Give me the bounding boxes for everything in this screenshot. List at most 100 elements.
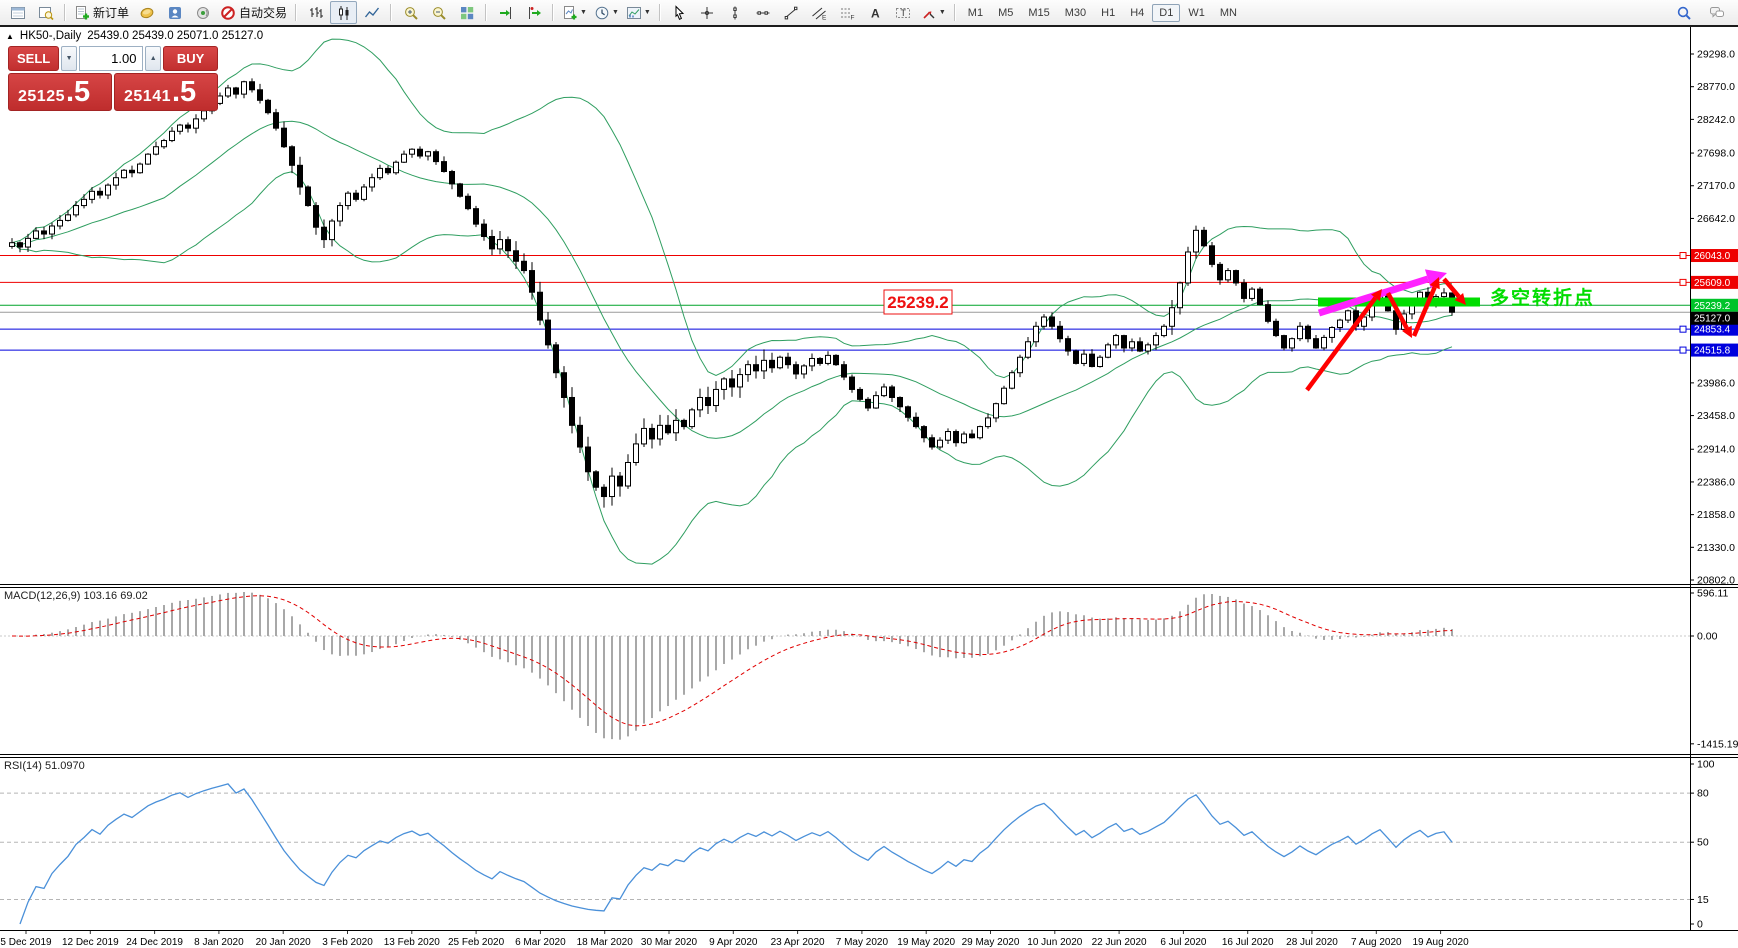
ohlc-values: 25439.0 25439.0 25071.0 25127.0 bbox=[87, 30, 264, 42]
data-window-button[interactable] bbox=[32, 1, 59, 24]
buy-price: 25141 bbox=[124, 88, 171, 105]
svg-text:10 Jun 2020: 10 Jun 2020 bbox=[1027, 937, 1082, 948]
svg-text:30 Mar 2020: 30 Mar 2020 bbox=[641, 937, 698, 948]
signals-button[interactable] bbox=[189, 1, 216, 24]
svg-text:28242.0: 28242.0 bbox=[1697, 114, 1735, 126]
arrows-button[interactable]: ▼ bbox=[918, 1, 949, 24]
auto-scroll-button[interactable] bbox=[492, 1, 519, 24]
symbol-period-label: HK50-,Daily bbox=[19, 30, 82, 42]
buy-button[interactable]: BUY bbox=[163, 46, 218, 71]
svg-text:多空转折点: 多空转折点 bbox=[1490, 286, 1595, 309]
new-order-button[interactable]: 新订单 bbox=[71, 1, 132, 24]
toolbar-separator bbox=[390, 4, 393, 21]
svg-text:9 Apr 2020: 9 Apr 2020 bbox=[709, 937, 758, 948]
cursor-button[interactable] bbox=[666, 1, 693, 24]
search-icon bbox=[1677, 6, 1691, 20]
templates-button[interactable]: ▼ bbox=[623, 1, 654, 24]
timeframe-mn-button[interactable]: MN bbox=[1219, 6, 1237, 19]
chart-title: ▲ HK50-,Daily 25439.0 25439.0 25071.0 25… bbox=[6, 30, 263, 42]
svg-text:25239.2: 25239.2 bbox=[887, 293, 948, 312]
toolbar-right bbox=[1670, 1, 1734, 24]
timeframe-h1-button[interactable]: H1 bbox=[1101, 6, 1116, 19]
sell-button[interactable]: SELL bbox=[8, 46, 60, 71]
svg-text:23458.0: 23458.0 bbox=[1697, 410, 1735, 422]
periods-clock-icon bbox=[595, 6, 609, 19]
sell-price-panel[interactable]: 25125 .5 bbox=[8, 73, 112, 111]
market-watch-button[interactable] bbox=[161, 1, 188, 24]
svg-text:596.11: 596.11 bbox=[1697, 588, 1728, 600]
chart-shift-button[interactable] bbox=[520, 1, 547, 24]
crosshair-button[interactable] bbox=[694, 1, 721, 24]
quotes-gold-button[interactable] bbox=[133, 1, 160, 24]
timeframe-m15-button[interactable]: M15 bbox=[1028, 6, 1050, 19]
svg-text:29 May 2020: 29 May 2020 bbox=[962, 937, 1020, 948]
svg-text:22 Jun 2020: 22 Jun 2020 bbox=[1092, 937, 1147, 948]
volume-input[interactable]: 1.00 bbox=[78, 46, 144, 71]
svg-text:25609.0: 25609.0 bbox=[1694, 278, 1731, 289]
svg-text:29298.0: 29298.0 bbox=[1697, 49, 1735, 61]
svg-text:20 Jan 2020: 20 Jan 2020 bbox=[256, 937, 311, 948]
sell-price: 25125 bbox=[18, 88, 65, 105]
svg-text:7 May 2020: 7 May 2020 bbox=[836, 937, 889, 948]
rsi-value: 51.0970 bbox=[44, 760, 85, 772]
svg-text:50: 50 bbox=[1697, 837, 1709, 849]
volume-increase-button[interactable]: ▲ bbox=[145, 46, 162, 71]
toolbar-separator bbox=[485, 4, 488, 21]
toolbar-separator bbox=[64, 4, 66, 21]
periods-clock-button[interactable]: ▼ bbox=[591, 1, 622, 24]
zoom-in-icon bbox=[404, 6, 418, 20]
chart-window[interactable]: 25239.2 多空转折点 29298.0 28770.0 28242.0 27698.0… bbox=[0, 25, 1738, 948]
svg-text:5 Dec 2019: 5 Dec 2019 bbox=[0, 937, 52, 948]
timeframe-w1-button[interactable]: W1 bbox=[1188, 6, 1205, 19]
vertical-line-button[interactable] bbox=[722, 1, 749, 24]
timeframe-m5-button[interactable]: M5 bbox=[998, 6, 1014, 19]
timeframe-m30-button[interactable]: M30 bbox=[1064, 6, 1087, 19]
zoom-in-button[interactable] bbox=[397, 1, 424, 24]
svg-text:20802.0: 20802.0 bbox=[1697, 575, 1735, 587]
search-button[interactable] bbox=[1670, 1, 1697, 24]
svg-text:22386.0: 22386.0 bbox=[1697, 476, 1735, 488]
svg-text:A: A bbox=[871, 6, 880, 20]
svg-text:25239.2: 25239.2 bbox=[1694, 301, 1731, 312]
auto-trading-button[interactable]: 自动交易 bbox=[217, 1, 290, 24]
svg-text:27170.0: 27170.0 bbox=[1697, 180, 1735, 192]
zoom-out-button[interactable] bbox=[425, 1, 452, 24]
new-chart-button[interactable]: ▼ bbox=[559, 1, 590, 24]
svg-text:15: 15 bbox=[1697, 894, 1709, 906]
svg-text:8 Jan 2020: 8 Jan 2020 bbox=[194, 937, 244, 948]
line-chart-button[interactable] bbox=[358, 1, 385, 24]
volume-decrease-button[interactable]: ▼ bbox=[61, 46, 77, 71]
timeframe-d1-button[interactable]: D1 bbox=[1152, 3, 1181, 22]
market-window-icon bbox=[10, 6, 25, 19]
bar-chart-button[interactable] bbox=[302, 1, 329, 24]
timeframe-h4-button[interactable]: H4 bbox=[1130, 6, 1145, 19]
price-chart-canvas[interactable]: 25239.2 多空转折点 29298.0 28770.0 28242.0 27698.0… bbox=[0, 27, 1738, 948]
text-label-icon: T bbox=[896, 7, 911, 18]
svg-text:80: 80 bbox=[1697, 788, 1709, 800]
toolbar-separator bbox=[658, 4, 661, 21]
candlestick-chart-icon bbox=[338, 5, 349, 20]
equidistant-channel-button[interactable]: E bbox=[806, 1, 833, 24]
market-window-button[interactable] bbox=[4, 1, 31, 24]
fibonacci-icon: F bbox=[841, 8, 855, 21]
svg-text:21858.0: 21858.0 bbox=[1697, 509, 1735, 521]
svg-text:25 Feb 2020: 25 Feb 2020 bbox=[448, 937, 505, 948]
data-window-icon bbox=[38, 6, 54, 20]
chevron-down-icon: ▼ bbox=[643, 9, 651, 16]
text-label-button[interactable]: T bbox=[890, 1, 917, 24]
text-button[interactable]: A bbox=[862, 1, 889, 24]
equidistant-channel-icon: E bbox=[812, 7, 827, 21]
buy-price-panel[interactable]: 25141 .5 bbox=[114, 73, 218, 111]
svg-text:28 Jul 2020: 28 Jul 2020 bbox=[1286, 937, 1338, 948]
tile-windows-button[interactable] bbox=[453, 1, 480, 24]
timeframe-m1-button[interactable]: M1 bbox=[967, 6, 984, 19]
chat-icon bbox=[1709, 6, 1724, 18]
horizontal-line-button[interactable] bbox=[750, 1, 777, 24]
chat-button[interactable] bbox=[1703, 1, 1730, 24]
fibonacci-button[interactable]: F bbox=[834, 1, 861, 24]
collapse-panel-icon[interactable]: ▲ bbox=[6, 31, 14, 41]
tile-windows-icon bbox=[460, 6, 473, 19]
new-chart-icon bbox=[564, 5, 577, 19]
candlestick-chart-button[interactable] bbox=[330, 1, 358, 24]
trend-line-button[interactable] bbox=[778, 1, 805, 24]
